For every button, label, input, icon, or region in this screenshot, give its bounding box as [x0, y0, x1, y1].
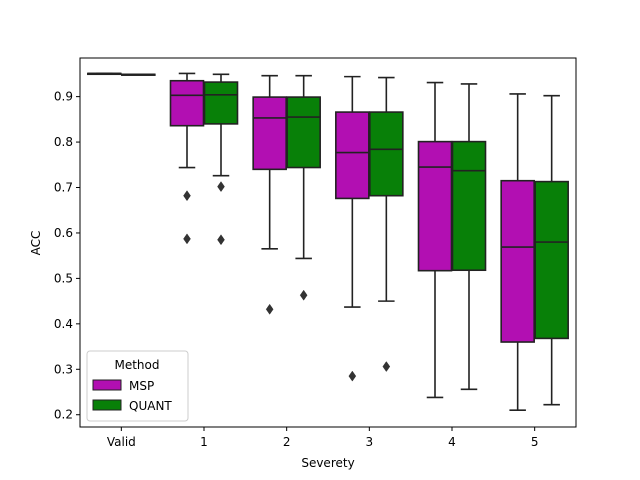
box-body [335, 111, 370, 200]
x-axis: Valid 1 2 3 4 5 [107, 427, 539, 449]
outlier-point [348, 370, 357, 382]
box-quant-4 [451, 83, 487, 391]
boxes-layer [87, 72, 569, 411]
box-msp-1 [169, 72, 205, 245]
box-msp-4 [417, 81, 453, 399]
box-body [169, 79, 205, 127]
box-quant-3 [369, 76, 404, 372]
box-body [252, 96, 287, 171]
legend-items: MSP QUANT [92, 379, 172, 413]
box-msp-valid [87, 72, 122, 76]
box-msp-3 [335, 75, 370, 382]
x-tick-label: Valid [107, 435, 136, 449]
y-axis: 0.2 0.3 0.4 0.5 0.6 0.7 0.8 0.9 [54, 90, 80, 422]
box-body [203, 81, 239, 125]
y-tick-label: 0.9 [54, 90, 73, 104]
x-tick-label: 1 [200, 435, 208, 449]
y-axis-label: ACC [29, 231, 43, 256]
legend: Method MSP QUANT [86, 350, 189, 422]
box-body [451, 140, 487, 272]
box-quant-valid [121, 73, 156, 76]
box-body [417, 140, 453, 272]
outlier-point [183, 190, 191, 202]
y-tick-label: 0.7 [54, 181, 73, 195]
box-msp-2 [252, 74, 287, 315]
outlier-point [217, 181, 225, 193]
box-msp-5 [500, 93, 535, 411]
legend-swatch-msp [92, 379, 122, 391]
plot-frame [79, 57, 577, 428]
y-tick-label: 0.8 [54, 135, 73, 149]
box-body [534, 180, 569, 340]
outlier-point [217, 234, 225, 246]
x-tick-label: 3 [366, 435, 374, 449]
y-tick-label: 0.2 [54, 408, 73, 422]
y-tick-label: 0.6 [54, 226, 73, 240]
box-quant-5 [534, 94, 569, 406]
x-tick-label: 4 [448, 435, 456, 449]
x-tick-label: 5 [531, 435, 539, 449]
outlier-point [265, 303, 274, 315]
outlier-point [382, 361, 391, 372]
legend-label-msp: MSP [129, 379, 154, 393]
box-quant-1 [203, 73, 239, 246]
x-tick-label: 2 [283, 435, 291, 449]
y-tick-label: 0.5 [54, 271, 73, 285]
outlier-point [183, 233, 191, 245]
box-body [369, 111, 404, 197]
box-body [286, 96, 321, 169]
outlier-point [299, 289, 308, 301]
y-tick-label: 0.3 [54, 362, 73, 376]
box-body [500, 179, 535, 343]
legend-title: Method [114, 358, 159, 372]
legend-swatch-quant [92, 399, 122, 411]
box-quant-2 [286, 74, 321, 301]
x-axis-label: Severety [301, 456, 354, 470]
y-tick-label: 0.4 [54, 317, 73, 331]
legend-label-quant: QUANT [129, 399, 172, 413]
